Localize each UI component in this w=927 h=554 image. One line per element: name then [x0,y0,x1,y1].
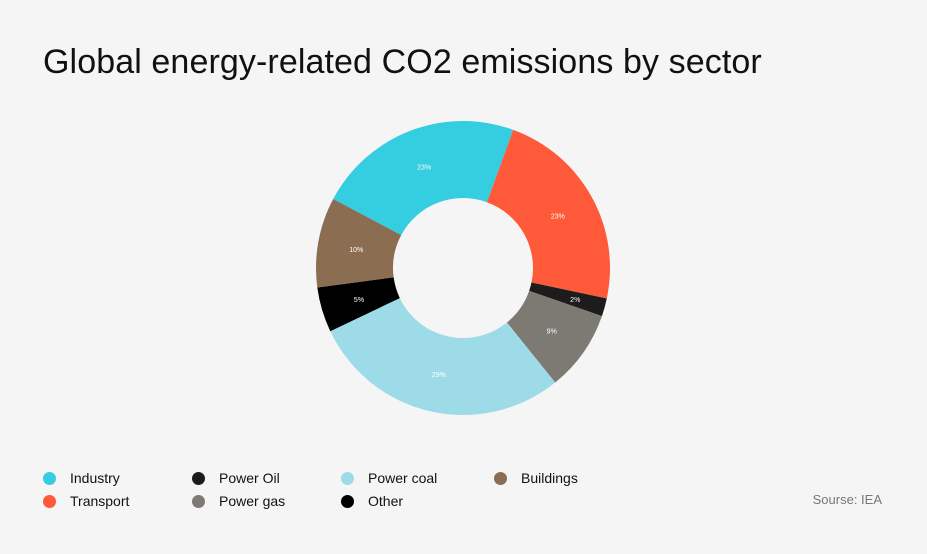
slice-label-transport: 23% [551,213,565,220]
legend-swatch [43,471,56,485]
slice-power-gas [506,290,602,383]
legend-label: Buildings [521,470,578,486]
legend-swatch [43,494,56,508]
legend-label: Power coal [368,470,438,486]
slice-other [317,277,400,332]
legend-label: Industry [70,470,120,486]
legend-label: Other [368,493,404,509]
chart-title: Global energy-related CO2 emissions by s… [43,43,762,81]
slice-power-oil [529,282,607,317]
slice-buildings [316,198,402,288]
legend-item-power-gas: Power gas [192,493,285,509]
legend-swatch [341,471,354,485]
legend-swatch [494,471,507,485]
legend-label: Power gas [219,493,286,509]
legend-label: Transport [70,493,130,509]
source-note: Sourse: IEA [812,492,882,507]
legend-item-power-oil: Power Oil [192,470,280,486]
legend-swatch [192,471,205,485]
legend-item-other: Other [341,493,403,509]
legend-item-industry: Industry [43,470,120,486]
legend-label: Power Oil [219,470,280,486]
slice-label-other: 5% [354,297,364,304]
legend-item-power-coal: Power coal [341,470,437,486]
slice-transport [486,129,610,299]
legend-item-buildings: Buildings [494,470,578,486]
slice-power-coal [330,298,556,415]
legend-swatch [192,494,205,508]
legend-swatch [341,494,354,508]
slice-label-industry: 23% [417,165,431,172]
slice-label-buildings: 10% [349,247,363,254]
slice-label-power-gas: 9% [547,328,557,335]
legend-item-transport: Transport [43,493,129,509]
slice-label-power-coal: 29% [432,372,446,379]
slice-industry [333,120,514,236]
slice-label-power-oil: 2% [570,297,580,304]
